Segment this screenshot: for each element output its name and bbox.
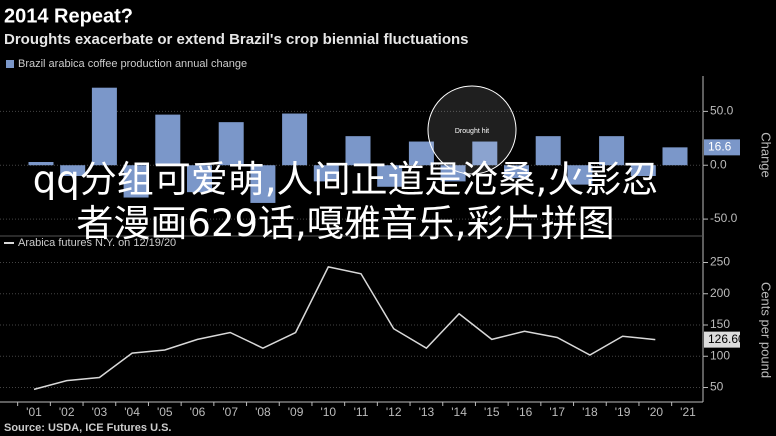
x-tick-label: '15 xyxy=(484,405,500,419)
legend-swatch xyxy=(6,60,14,68)
line xyxy=(33,266,656,391)
y-tick-label: 50 xyxy=(710,380,724,394)
source: Source: USDA, ICE Futures U.S. xyxy=(4,422,171,434)
x-tick-label: '17 xyxy=(549,405,565,419)
x-tick-label: '16 xyxy=(517,405,533,419)
x-tick-label: '12 xyxy=(386,405,402,419)
bar xyxy=(155,114,181,166)
bar xyxy=(282,113,308,166)
x-tick-label: '11 xyxy=(354,405,369,419)
bar xyxy=(345,136,371,166)
x-tick-label: '04 xyxy=(124,405,140,419)
y-tick-label: 0.0 xyxy=(710,157,727,171)
x-tick-label: '03 xyxy=(92,405,108,419)
value-label: 16.6 xyxy=(708,140,732,154)
x-tick-label: '13 xyxy=(419,405,435,419)
x-tick-label: '20 xyxy=(647,405,663,419)
annotation: Drought hit xyxy=(455,128,489,135)
y-tick-label: 200 xyxy=(710,286,730,300)
chart-title: 2014 Repeat? xyxy=(4,5,133,27)
bar xyxy=(567,165,593,185)
bar xyxy=(408,141,434,166)
x-tick-label: '19 xyxy=(615,405,631,419)
y-tick-label: 100 xyxy=(710,348,730,362)
x-tick-label: '09 xyxy=(288,405,304,419)
bar xyxy=(218,122,244,166)
bar xyxy=(187,165,212,193)
bar xyxy=(91,87,117,166)
bar xyxy=(504,165,529,179)
x-tick-label: '08 xyxy=(255,405,271,419)
x-tick-label: '21 xyxy=(680,405,696,419)
bar xyxy=(123,165,149,198)
y-axis-title: Cents per pound xyxy=(759,282,774,378)
x-tick-label: '01 xyxy=(26,405,42,419)
bar xyxy=(250,165,276,203)
x-tick-label: '14 xyxy=(451,405,467,419)
value-tag xyxy=(704,139,740,156)
bar xyxy=(28,162,54,166)
legend-label: Arabica futures N.Y. on 12/19/20 xyxy=(18,237,176,249)
bar xyxy=(535,136,561,166)
x-tick-label: '06 xyxy=(190,405,206,419)
bar xyxy=(440,165,466,182)
bar xyxy=(377,165,403,187)
x-tick-label: '02 xyxy=(59,405,75,419)
x-tick-label: '07 xyxy=(222,405,238,419)
bar xyxy=(662,147,688,166)
y-tick-label: 50.0 xyxy=(710,104,734,118)
y-axis-title: Change xyxy=(759,132,774,178)
y-tick-label: 150 xyxy=(710,317,730,331)
bar xyxy=(599,136,625,166)
annotation-circle xyxy=(427,85,517,175)
overlay-text: qq分组可爱萌,人间正道是沧桑,火影忍者漫画629话,嘎雅音乐,彩片拼图 xyxy=(32,158,659,245)
value-label: 126.60 xyxy=(708,332,745,346)
legend-label: Brazil arabica coffee production annual … xyxy=(18,58,247,70)
bar xyxy=(472,141,498,166)
bar xyxy=(630,165,656,176)
chart-subtitle: Droughts exacerbate or extend Brazil's c… xyxy=(4,31,469,48)
x-tick-label: '05 xyxy=(157,405,173,419)
bar xyxy=(313,165,339,182)
value-tag xyxy=(704,331,740,348)
y-tick-label: 250 xyxy=(710,255,730,269)
bar xyxy=(60,165,86,176)
y-tick-label: -50.0 xyxy=(710,211,738,225)
x-tick-label: '18 xyxy=(582,405,598,419)
x-tick-label: '10 xyxy=(320,405,336,419)
